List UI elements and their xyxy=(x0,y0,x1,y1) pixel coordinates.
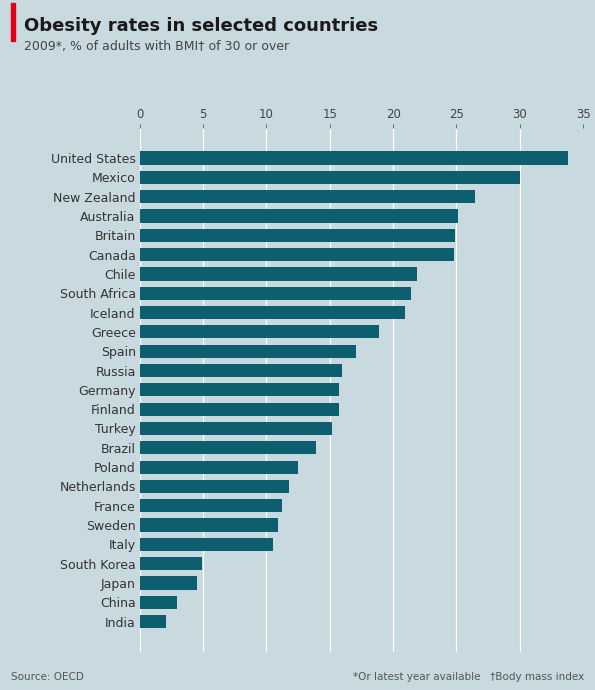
Text: Source: OECD: Source: OECD xyxy=(11,672,83,682)
Bar xyxy=(140,306,405,319)
Bar xyxy=(140,615,167,628)
Bar xyxy=(140,538,273,551)
Bar xyxy=(140,229,455,242)
Text: *Or latest year available   †Body mass index: *Or latest year available †Body mass ind… xyxy=(353,672,584,682)
Text: Obesity rates in selected countries: Obesity rates in selected countries xyxy=(24,17,378,35)
Bar xyxy=(140,364,343,377)
Bar xyxy=(140,268,417,281)
Bar xyxy=(140,402,339,416)
Bar xyxy=(140,557,202,570)
Bar xyxy=(140,518,278,531)
Bar xyxy=(140,190,475,204)
Bar xyxy=(140,441,316,455)
Bar xyxy=(140,422,333,435)
Bar xyxy=(140,576,197,589)
Bar xyxy=(140,344,356,358)
Bar xyxy=(140,248,454,262)
Bar xyxy=(140,480,289,493)
Bar xyxy=(140,171,520,184)
Bar xyxy=(140,287,411,300)
Bar xyxy=(140,152,568,165)
Bar xyxy=(140,499,281,512)
Bar xyxy=(140,325,379,339)
Bar xyxy=(140,460,298,473)
Bar xyxy=(140,595,177,609)
Bar xyxy=(140,383,339,397)
Text: 2009*, % of adults with BMI† of 30 or over: 2009*, % of adults with BMI† of 30 or ov… xyxy=(24,40,289,53)
Bar xyxy=(140,210,458,223)
